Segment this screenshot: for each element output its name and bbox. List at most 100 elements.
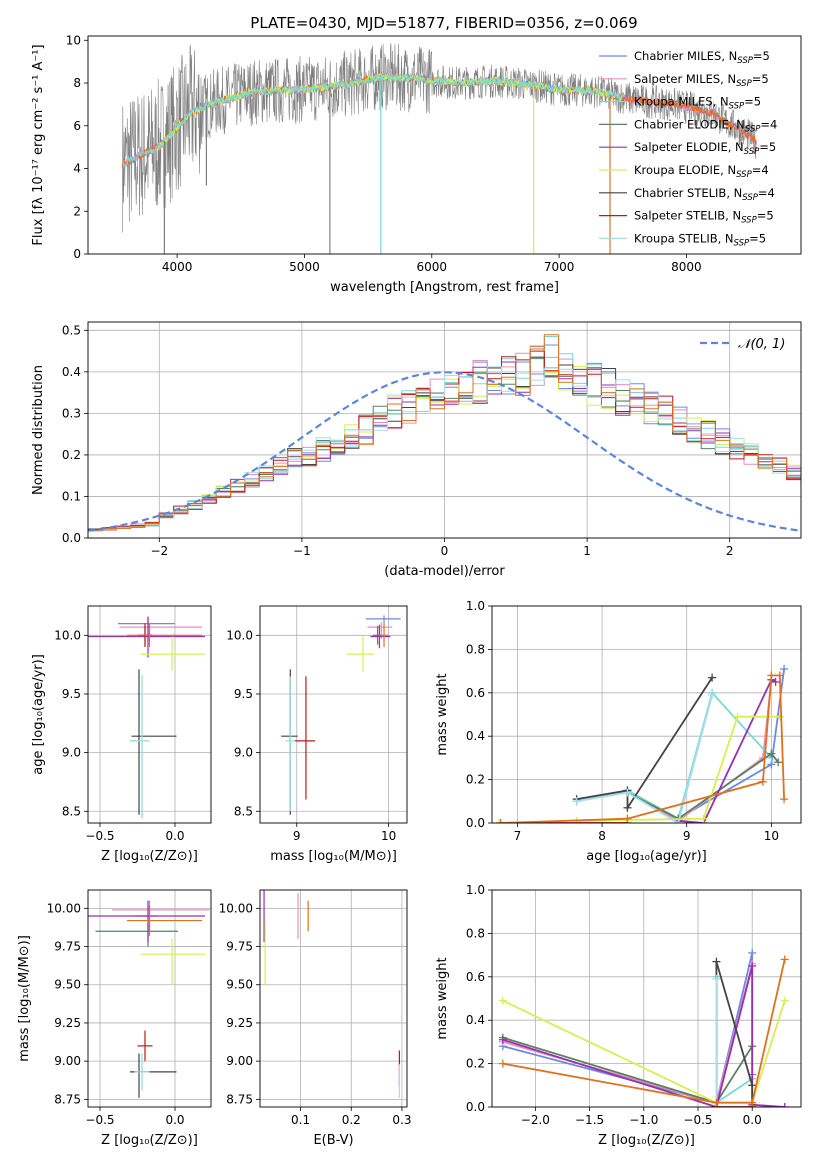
massweight-age-series-line	[500, 674, 785, 823]
massweight-age-xtick-label: 9	[683, 829, 691, 843]
mass-z-ytick-label: 10.00	[47, 901, 81, 915]
massweight-z-ytick-label: 0.8	[466, 926, 485, 940]
normal-curve	[88, 371, 799, 532]
massweight-age-marker	[674, 819, 683, 823]
massweight-age-marker	[699, 814, 708, 823]
mass-ebv-ytick-label: 9.75	[226, 940, 253, 954]
massweight-z-marker	[712, 974, 721, 983]
massweight-age-series-line	[576, 690, 773, 821]
massweight-age-series-line	[627, 752, 779, 820]
residuals-ytick-label: 0.0	[62, 531, 81, 545]
massweight-age-marker	[623, 788, 632, 797]
age-mass-frame	[259, 605, 408, 824]
age-z-errorbar-point	[130, 675, 150, 819]
age-mass-errorbar-point	[294, 676, 316, 800]
massweight-age-ytick-label: 1.0	[466, 599, 485, 613]
residuals-legend: 𝒩(0, 1)	[700, 337, 785, 352]
age-mass-grid	[260, 606, 407, 823]
mass-ebv-xlabel: E(B-V)	[313, 1133, 353, 1148]
massweight-age-marker	[708, 690, 717, 699]
massweight-z-xtick-label: −1.0	[629, 1113, 658, 1127]
massweight-z-ytick-label: 0.6	[466, 970, 485, 984]
residual-histogram-step	[88, 357, 801, 530]
massweight-age-marker	[733, 712, 742, 721]
age-z-xtick-label: 0.0	[165, 829, 184, 843]
massweight-age-xtick-label: 10	[764, 829, 779, 843]
age-z-errorbar-point	[118, 617, 175, 642]
spectrum-ytick-label: 10	[66, 33, 81, 47]
massweight-z-frame	[491, 889, 802, 1108]
mass-z-frame	[87, 889, 212, 1108]
age-z-ytick-label: 8.5	[62, 804, 81, 818]
legend-label: 𝒩(0, 1)	[738, 337, 785, 352]
age-mass-errorbar-point	[281, 669, 298, 815]
spectrum-xtick-label: 5000	[289, 260, 320, 274]
residuals-ytick-label: 0.5	[62, 323, 81, 337]
spectrum-marks	[121, 43, 757, 254]
spectrum-ytick-label: 6	[73, 119, 81, 133]
massweight-z-marker	[748, 1081, 757, 1090]
mass-z-ylabel: mass [log₁₀(M/M⊙)]	[17, 935, 32, 1062]
massweight-z-series-line	[502, 959, 786, 1104]
spectrum-xtick-label: 7000	[544, 260, 575, 274]
spectrum-ytick-label: 0	[73, 247, 81, 261]
residuals-ytick-label: 0.4	[62, 365, 81, 379]
massweight-age-marker	[775, 671, 784, 680]
spectrum-ylabel: Flux [fλ 10⁻¹⁷ erg cm⁻² s⁻¹ A⁻¹]	[31, 44, 46, 245]
massweight-z-marker	[712, 957, 721, 966]
mass-ebv-ytick-label: 8.75	[226, 1092, 253, 1106]
mass-z-ytick-label: 9.50	[54, 978, 81, 992]
age-z-errorbar-point	[119, 622, 202, 642]
massweight-z-marks	[498, 948, 789, 1107]
legend-label: Salpeter STELIB, NSSP=5	[634, 209, 774, 226]
massweight-z-marker	[748, 961, 757, 970]
massweight-z-marker	[498, 996, 507, 1005]
age-mass-errorbar-point	[379, 623, 389, 648]
age-z-ytick-label: 10.0	[54, 628, 81, 642]
age-mass-ytick-label: 9.0	[234, 746, 253, 760]
massweight-z-ytick-label: 0.0	[466, 1100, 485, 1114]
massweight-age-marker	[758, 777, 767, 786]
massweight-age-ylabel: mass weight	[435, 673, 450, 755]
age-z-errorbar-point	[127, 623, 202, 648]
massweight-age-marker	[767, 749, 776, 758]
massweight-z-marker	[780, 996, 789, 1005]
residuals-xtick-label: −1	[293, 544, 311, 558]
mass-ebv-marks	[263, 890, 400, 1098]
massweight-age-xtick-label: 8	[598, 829, 606, 843]
age-z-errorbar-point	[131, 669, 177, 815]
legend-label: Chabrier ELODIE, NSSP=4	[634, 117, 777, 134]
mass-z-errorbar-point	[88, 900, 205, 942]
massweight-age-marks	[496, 664, 789, 823]
massweight-z-series-line	[502, 952, 754, 1104]
mass-ebv-ytick-label: 10.00	[219, 901, 253, 915]
age-mass-xtick-label: 10	[381, 829, 396, 843]
massweight-age-panel: 7 8 9 10 0.0 0.2 0.4 0.6 0.8 1.0 age [log₁₀(age/yr…	[435, 599, 802, 864]
age-mass-ytick-label: 8.5	[234, 804, 253, 818]
mass-z-errorbar-point	[130, 1053, 177, 1098]
residuals-marks	[88, 334, 801, 532]
age-z-errorbar-point	[88, 616, 205, 658]
legend-label: Chabrier MILES, NSSP=5	[634, 49, 770, 66]
massweight-z-xlabel: Z [log₁₀(Z/Z⊙)]	[598, 1133, 695, 1148]
massweight-z-marker	[748, 1098, 757, 1107]
age-mass-errorbar-point	[346, 636, 374, 672]
massweight-age-marker	[572, 797, 581, 806]
mass-z-xtick-label: 0.0	[165, 1113, 184, 1127]
residuals-ylabel: Normed distribution	[31, 365, 46, 495]
massweight-age-series-line	[576, 715, 780, 822]
massweight-age-marker	[623, 803, 632, 812]
mass-z-grid	[88, 890, 211, 1107]
massweight-z-marker	[780, 1103, 789, 1107]
age-z-ytick-label: 9.0	[62, 746, 81, 760]
mass-z-errorbar-point	[137, 1030, 153, 1062]
residuals-xtick-label: −2	[150, 544, 168, 558]
mass-z-marks	[88, 900, 210, 1098]
residuals-xlabel: (data-model)/error	[384, 564, 505, 579]
age-mass-errorbar-point	[370, 624, 391, 649]
mass-ebv-xtick-label: 0.1	[291, 1113, 310, 1127]
massweight-age-frame	[491, 605, 802, 824]
mass-z-xlabel: Z [log₁₀(Z/Z⊙)]	[101, 1133, 198, 1148]
age-mass-xtick-label: 9	[293, 829, 301, 843]
massweight-z-marker	[780, 955, 789, 964]
